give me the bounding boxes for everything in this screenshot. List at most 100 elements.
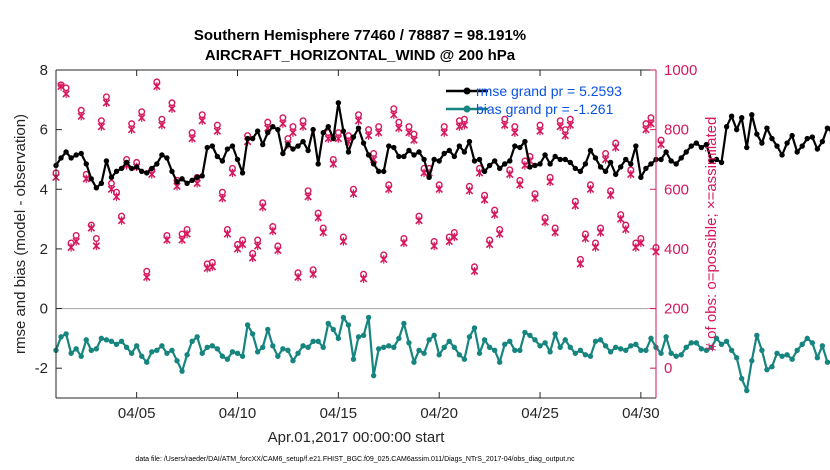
rmse-point	[567, 159, 573, 166]
rmse-point	[123, 159, 130, 166]
x-tick-label: 04/30	[622, 405, 660, 422]
rmse-point	[199, 173, 205, 179]
bias-point	[663, 334, 669, 340]
rmse-point	[522, 138, 528, 145]
obs-possible-point	[571, 197, 579, 205]
obs-possible-point	[566, 115, 574, 123]
obs-possible-point	[128, 120, 136, 128]
obs-possible-point	[591, 239, 599, 247]
rmse-point	[416, 149, 422, 155]
bias-point	[486, 344, 493, 351]
rmse-point	[285, 141, 291, 148]
bias-point	[310, 338, 316, 345]
bias-point	[270, 343, 276, 349]
bias-point	[441, 344, 447, 351]
obs-possible-point	[632, 239, 640, 247]
bias-point	[330, 326, 337, 333]
data-file-footer: data file: /Users/raeder/DAI/ATM_forcXX/…	[135, 456, 575, 463]
rmse-point	[149, 165, 155, 172]
rmse-point	[789, 132, 795, 139]
rmse-point	[713, 156, 720, 163]
bias-point	[744, 387, 750, 394]
bias-point	[471, 325, 478, 331]
bias-point	[325, 320, 331, 327]
rmse-point	[552, 153, 558, 160]
bias-point	[391, 344, 397, 351]
bias-point	[275, 353, 281, 359]
chart-title-line2: AIRCRAFT_HORIZONTAL_WIND @ 200 hPa	[205, 47, 516, 64]
y-right-tick-label: 400	[664, 241, 689, 258]
bias-point	[577, 347, 584, 353]
rmse-point	[421, 156, 427, 163]
obs-possible-point	[465, 182, 473, 190]
bias-point	[456, 352, 463, 358]
obs-possible-point	[390, 105, 398, 113]
rmse-point	[784, 140, 790, 146]
rmse-point	[401, 153, 407, 160]
bias-point	[814, 355, 821, 361]
rmse-point	[194, 174, 200, 181]
bias-point	[411, 359, 417, 365]
rmse-point	[113, 168, 120, 175]
rmse-point	[204, 144, 210, 151]
bias-point	[118, 338, 125, 345]
obs-possible-point	[415, 212, 423, 220]
y-left-tick-label: -2	[35, 360, 48, 377]
bias-point	[244, 322, 251, 328]
bias-point	[633, 341, 639, 348]
bias-point	[179, 368, 185, 374]
bias-point	[355, 334, 362, 340]
rmse-point	[814, 146, 821, 152]
rmse-point	[809, 134, 816, 140]
obs-possible-point	[531, 190, 539, 198]
bias-point	[169, 347, 175, 353]
rmse-point	[688, 143, 694, 149]
bias-point	[532, 337, 538, 343]
legend: rmse grand pr = 5.2593 bias grand pr = -…	[446, 83, 622, 117]
bias-point	[260, 344, 266, 351]
rmse-point	[335, 100, 342, 106]
rmse-point	[668, 158, 674, 164]
bias-point	[648, 335, 654, 342]
bias-point	[708, 344, 715, 351]
obs-possible-point	[223, 226, 231, 234]
rmse-point	[764, 125, 770, 131]
rmse-point	[572, 165, 579, 172]
rmse-point	[58, 155, 64, 161]
obs-possible-point	[319, 224, 327, 232]
rmse-point	[824, 125, 830, 131]
obs-possible-point	[62, 84, 70, 92]
obs-possible-point	[239, 236, 247, 244]
obs-possible-point	[339, 233, 347, 241]
bias-point	[542, 340, 548, 346]
rmse-point	[618, 164, 624, 170]
rmse-point	[78, 150, 84, 157]
rmse-point	[623, 156, 629, 163]
y-right-tick-label: 800	[664, 122, 689, 139]
obs-possible-point	[617, 211, 625, 219]
bias-point	[88, 347, 94, 353]
obs-possible-point	[294, 269, 302, 277]
obs-possible-point	[153, 78, 161, 86]
obs-possible-point	[228, 164, 236, 172]
bias-point	[789, 356, 795, 362]
rmse-point	[633, 143, 639, 149]
rmse-point	[708, 158, 715, 164]
series-rmse	[53, 100, 830, 191]
rmse-point	[446, 147, 452, 154]
obs-possible-point	[249, 249, 257, 257]
bias-point	[290, 358, 296, 364]
x-tick-label: 04/15	[320, 405, 358, 422]
rmse-point	[315, 161, 321, 167]
bias-point	[607, 349, 614, 355]
bias-point	[618, 346, 624, 352]
bias-point	[103, 337, 110, 343]
rmse-point	[779, 152, 785, 158]
bias-point	[295, 350, 301, 356]
bias-point	[73, 346, 79, 352]
obs-possible-point	[92, 234, 100, 242]
bias-point	[703, 347, 710, 353]
bias-point	[78, 353, 84, 359]
y-axis-label-left: rmse and bias (model - observation)	[12, 114, 29, 354]
rmse-point	[759, 140, 765, 146]
